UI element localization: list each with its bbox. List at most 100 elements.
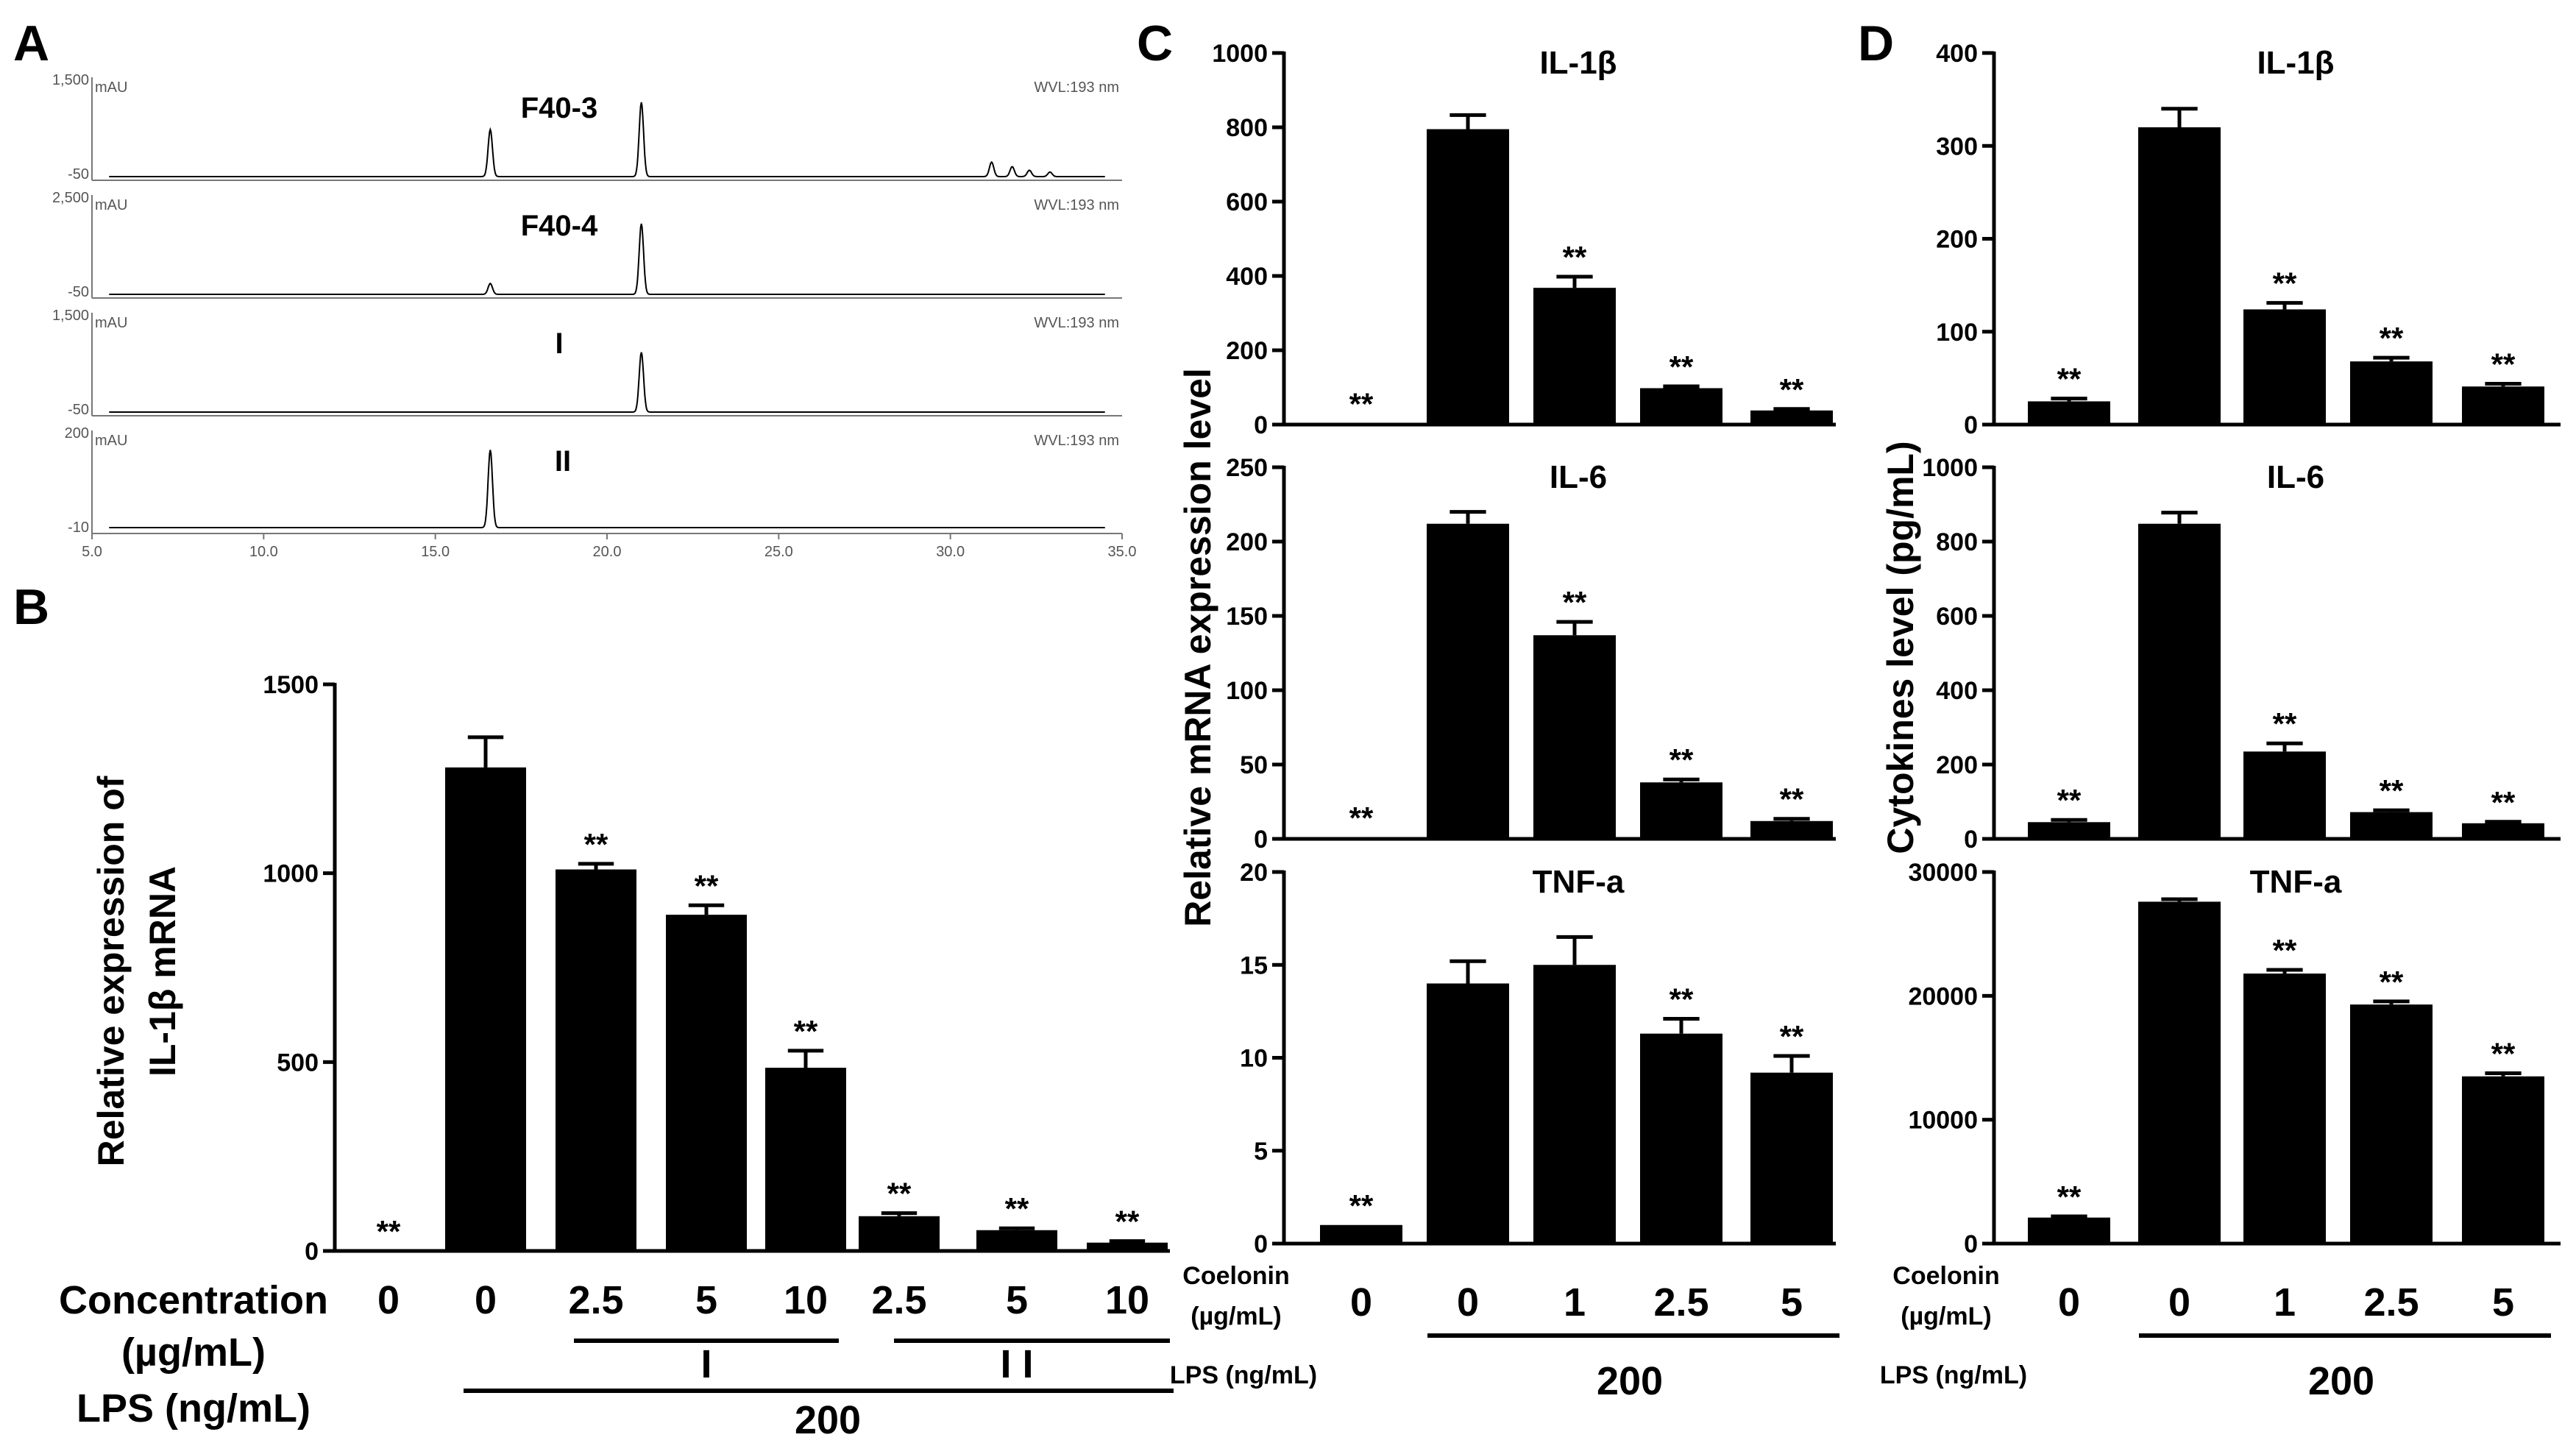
d-coelonin-unit: (µg/mL): [1901, 1302, 1991, 1330]
hplc-trace-2: [109, 352, 1105, 413]
hplc-ybottom-0: -50: [68, 166, 89, 182]
c-sub1-bar-2: [1533, 635, 1616, 839]
b-category-2: 2.5: [568, 1278, 623, 1322]
c-sub0-bar-2: [1533, 288, 1616, 425]
c-sub1-bar-4: [1750, 820, 1833, 839]
d-sub1-sig-0: **: [2057, 783, 2082, 818]
hplc-trace-0: [109, 102, 1105, 177]
c-sub0-ytick-label-4: 800: [1226, 114, 1268, 142]
b-category-7: 10: [1105, 1278, 1149, 1322]
hplc-unit-1: mAU: [95, 197, 127, 213]
hplc-ybottom-3: -10: [68, 520, 89, 536]
d-sub0-bar-2: [2243, 309, 2326, 425]
d-sub0-ytick-label-2: 200: [1936, 226, 1978, 254]
c-sub2-sig-4: **: [1780, 1019, 1804, 1054]
panel-d-chart: 0100200300400********IL-1β02004006008001…: [1880, 40, 2561, 1403]
c-sub2-sig-0: **: [1349, 1188, 1374, 1223]
c-sub2-bar-0: [1320, 1224, 1402, 1244]
d-sub0-bar-4: [2462, 386, 2544, 425]
b-lps-value: 200: [795, 1398, 861, 1442]
c-sub1-ytick-label-5: 250: [1226, 454, 1268, 482]
hplc-xtick-label-2: 15.0: [421, 544, 450, 560]
d-sub1-bar-2: [2243, 751, 2326, 839]
b-concentration-unit: (µg/mL): [121, 1330, 266, 1375]
d-sub2-sig-3: **: [2380, 965, 2404, 999]
d-sub2-sig-0: **: [2057, 1180, 2082, 1214]
d-sub2-ytick-label-2: 20000: [1908, 982, 1978, 1010]
d-sub0-ytick-label-3: 300: [1936, 132, 1978, 160]
d-sub2-bar-1: [2138, 901, 2221, 1244]
hplc-ybottom-1: -50: [68, 284, 89, 300]
c-sub2-bar-4: [1750, 1072, 1833, 1244]
hplc-wavelength-2: WVL:193 nm: [1034, 315, 1119, 331]
b-category-0: 0: [377, 1278, 400, 1322]
b-ytick-label-1: 500: [277, 1049, 319, 1077]
b-bar-6: [976, 1230, 1057, 1251]
panel-letter-c: C: [1137, 15, 1173, 71]
c-coelonin-label: Coelonin: [1182, 1262, 1289, 1290]
c-category-4: 5: [1781, 1280, 1803, 1325]
panel-letter-a: A: [13, 15, 49, 71]
hplc-ytop-0: 1,500: [52, 72, 89, 88]
d-sub1-ytick-label-0: 0: [1964, 826, 1978, 854]
c-category-1: 0: [1457, 1280, 1479, 1325]
d-sub2-ytick-label-3: 30000: [1908, 859, 1978, 887]
c-sub0-ytick-label-1: 200: [1226, 337, 1268, 365]
c-category-0: 0: [1350, 1280, 1372, 1325]
b-category-1: 0: [475, 1278, 497, 1322]
b-bar-1: [445, 767, 526, 1251]
c-sub2-ytick-label-1: 5: [1254, 1138, 1268, 1166]
hplc-wavelength-3: WVL:193 nm: [1034, 433, 1119, 449]
d-sub1-sig-3: **: [2380, 773, 2404, 808]
c-sub1-bar-3: [1640, 782, 1722, 839]
c-sub1-sig-3: **: [1670, 742, 1694, 777]
hplc-trace-name-3: II: [555, 445, 571, 478]
c-sub2-sig-3: **: [1670, 982, 1694, 1016]
b-ytick-label-2: 1000: [263, 860, 319, 888]
d-sub1-title: IL-6: [2267, 459, 2324, 495]
panel-letter-d: D: [1858, 15, 1894, 71]
c-ylabel: Relative mRNA expression level: [1177, 368, 1218, 927]
hplc-trace-3: [109, 450, 1105, 528]
b-group-label-2: I I: [1000, 1342, 1033, 1386]
hplc-xtick-label-0: 5.0: [82, 544, 102, 560]
hplc-ytop-2: 1,500: [52, 308, 89, 324]
c-sub1-sig-0: **: [1349, 801, 1374, 835]
c-sub1-ytick-label-2: 100: [1226, 677, 1268, 705]
c-sub0-bar-1: [1427, 129, 1509, 425]
d-sub2-ytick-label-1: 10000: [1908, 1107, 1978, 1135]
b-category-5: 2.5: [871, 1278, 926, 1322]
b-category-4: 10: [784, 1278, 828, 1322]
hplc-trace-name-1: F40-4: [521, 210, 598, 242]
c-sub0-ytick-label-2: 400: [1226, 263, 1268, 291]
d-sub2-bar-2: [2243, 974, 2326, 1244]
b-ytick-label-0: 0: [305, 1238, 319, 1266]
d-sub1-ytick-label-4: 800: [1936, 528, 1978, 556]
d-sub2-ytick-label-0: 0: [1964, 1230, 1978, 1258]
hplc-xtick-label-5: 30.0: [936, 544, 965, 560]
c-sub0-bar-4: [1750, 410, 1833, 425]
d-category-4: 5: [2492, 1280, 2514, 1325]
d-sub1-bar-0: [2028, 822, 2110, 839]
d-sub1-ytick-label-1: 200: [1936, 751, 1978, 779]
d-sub0-sig-4: **: [2491, 347, 2516, 381]
d-sub0-title: IL-1β: [2257, 45, 2334, 81]
c-sub0-ytick-label-0: 0: [1254, 411, 1268, 439]
c-sub1-sig-2: **: [1563, 585, 1587, 620]
hplc-xtick-label-4: 25.0: [764, 544, 793, 560]
hplc-trace-name-2: I: [555, 327, 563, 360]
b-bar-7: [1087, 1242, 1168, 1251]
c-sub1-bar-0: [1320, 837, 1402, 839]
b-bar-3: [666, 915, 747, 1251]
c-sub0-title: IL-1β: [1539, 45, 1617, 81]
b-sig-3: **: [695, 868, 719, 903]
c-sub1-ytick-label-3: 150: [1226, 603, 1268, 631]
hplc-trace-name-0: F40-3: [521, 92, 598, 124]
d-sub2-bar-3: [2350, 1004, 2433, 1244]
d-sub2-sig-2: **: [2273, 933, 2297, 968]
c-sub2-ytick-label-3: 15: [1240, 951, 1268, 979]
d-sub2-bar-0: [2028, 1217, 2110, 1244]
panel-c-chart: 02004006008001000********IL-1β0501001502…: [1170, 40, 1839, 1403]
